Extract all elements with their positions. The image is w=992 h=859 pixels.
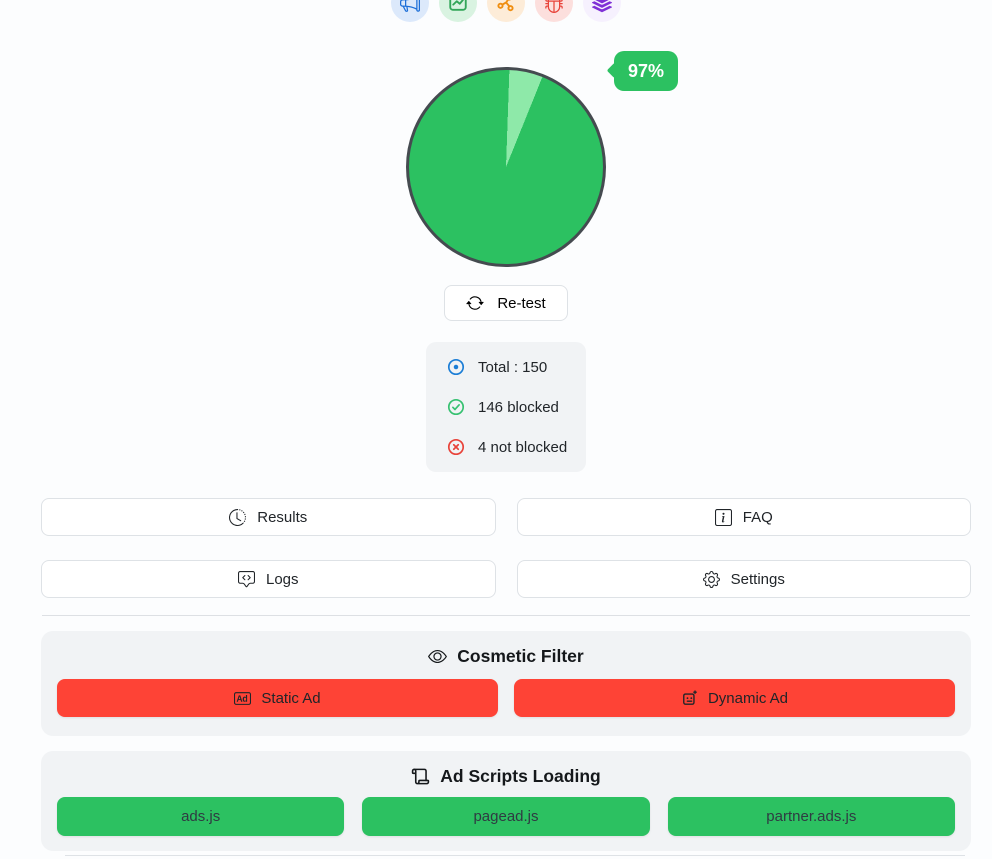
info-square-icon (714, 508, 732, 526)
check-circle-icon (447, 398, 465, 416)
main-content: 97% Re-test Total : 150 146 blocked 4 no… (41, 0, 971, 856)
retest-button[interactable]: Re-test (444, 285, 568, 321)
stat-blocked: 146 blocked (447, 387, 586, 427)
stat-not-blocked-label: 4 not blocked (478, 438, 568, 456)
ad-scripts-title: Ad Scripts Loading (57, 764, 955, 788)
retest-label: Re-test (497, 294, 546, 312)
settings-label: Settings (730, 570, 785, 588)
category-chip-banners[interactable] (439, 0, 477, 22)
faq-button[interactable]: FAQ (516, 498, 971, 536)
cosmetic-filter-buttons: Static Ad Dynamic Ad (57, 679, 955, 717)
stats-card: Total : 150 146 blocked 4 not blocked (426, 342, 586, 472)
script-button-ads-js[interactable]: ads.js (57, 797, 345, 836)
logs-button[interactable]: Logs (41, 560, 496, 598)
script-button-pagead-js[interactable]: pagead.js (362, 797, 650, 836)
stat-blocked-label: 146 blocked (478, 398, 559, 416)
bug-icon (544, 0, 564, 13)
static-ad-button[interactable]: Static Ad (57, 679, 498, 717)
clock-history-icon (229, 508, 247, 526)
settings-button[interactable]: Settings (516, 560, 971, 598)
dynamic-ad-icon (681, 689, 698, 707)
script-partner-ads-js-label: partner.ads.js (766, 808, 857, 825)
category-chip-errors[interactable] (535, 0, 573, 22)
results-button[interactable]: Results (41, 498, 496, 536)
eye-icon (428, 647, 448, 666)
image-chart-icon (448, 0, 468, 13)
section-divider (42, 615, 970, 616)
category-icon-row (41, 0, 971, 22)
score-badge: 97% (614, 51, 679, 91)
stat-total-label: Total : 150 (478, 358, 548, 376)
score-section: 97% (406, 51, 679, 267)
badge-ad-icon (234, 690, 252, 707)
script-button-partner-ads-js[interactable]: partner.ads.js (667, 797, 955, 836)
megaphone-icon (400, 0, 420, 13)
chat-code-icon (237, 570, 255, 588)
stat-not-blocked: 4 not blocked (447, 427, 586, 467)
ad-scripts-card: Ad Scripts Loading ads.js pagead.js part… (41, 751, 971, 851)
category-chip-ads[interactable] (391, 0, 429, 22)
layers-icon (592, 0, 612, 13)
category-chip-misc[interactable] (583, 0, 621, 22)
category-chip-analytics[interactable] (487, 0, 525, 22)
results-label: Results (257, 508, 308, 526)
ad-scripts-title-text: Ad Scripts Loading (440, 766, 601, 786)
score-circle (406, 67, 606, 267)
stat-total: Total : 150 (447, 347, 586, 387)
logs-label: Logs (265, 570, 299, 588)
ad-scripts-buttons: ads.js pagead.js partner.ads.js (57, 797, 955, 836)
nav-button-grid: Results FAQ Logs Settings (41, 498, 971, 598)
gear-icon (702, 570, 720, 588)
faq-label: FAQ (742, 508, 773, 526)
dynamic-ad-button[interactable]: Dynamic Ad (514, 679, 955, 717)
share-nodes-icon (496, 0, 516, 13)
scroll-icon (411, 767, 430, 786)
script-pagead-js-label: pagead.js (473, 808, 539, 825)
cosmetic-filter-title-text: Cosmetic Filter (457, 646, 584, 666)
record-circle-icon (447, 358, 465, 376)
refresh-icon (466, 294, 484, 312)
script-ads-js-label: ads.js (181, 808, 221, 825)
cosmetic-filter-card: Cosmetic Filter Static Ad Dynamic Ad (41, 631, 971, 736)
x-circle-icon (447, 438, 465, 456)
dynamic-ad-label: Dynamic Ad (707, 689, 789, 707)
static-ad-label: Static Ad (261, 689, 321, 707)
cosmetic-filter-title: Cosmetic Filter (57, 644, 955, 668)
bottom-divider (65, 855, 965, 856)
